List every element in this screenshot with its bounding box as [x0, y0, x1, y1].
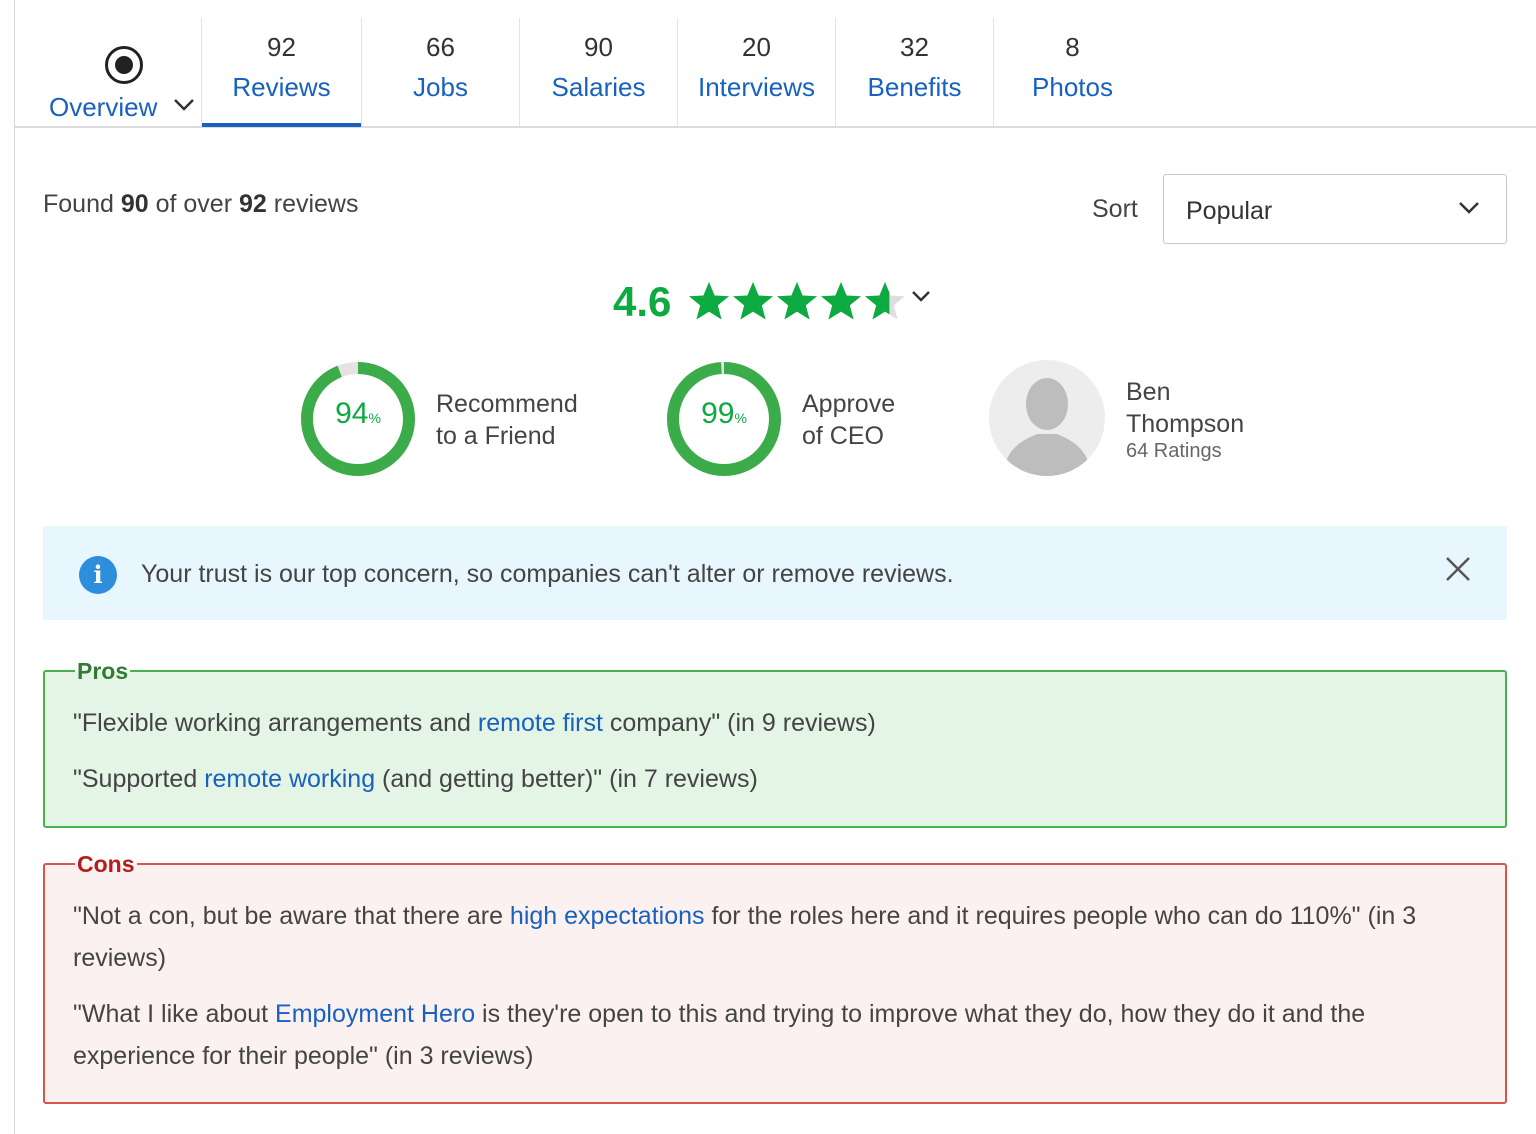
- ceo-ratings-count: 64 Ratings: [1126, 440, 1222, 462]
- ceo-last-name: Thompson: [1126, 410, 1245, 438]
- pros-item: "Flexible working arrangements and remot…: [73, 702, 1465, 744]
- keyword-link[interactable]: remote working: [204, 765, 376, 793]
- tab-salaries[interactable]: 90 Salaries: [519, 18, 677, 126]
- star-rating: [687, 278, 907, 324]
- quote-text: (and getting better)" (in 7 reviews): [375, 765, 758, 793]
- ceo-approval-donut: 99%: [665, 360, 783, 478]
- tab-overview-label: Overview: [49, 92, 158, 122]
- company-tab-bar: Overview 92 Reviews 66 Jobs 90 Salaries …: [15, 0, 1536, 128]
- star-icon: [865, 282, 905, 320]
- total-count: 92: [238, 190, 267, 218]
- tab-label: Photos: [1032, 72, 1113, 102]
- info-icon: i: [79, 556, 117, 594]
- keyword-link[interactable]: high expectations: [509, 902, 705, 930]
- rating-expand-chevron-icon[interactable]: [911, 290, 931, 304]
- ceo-first-name: Ben: [1126, 378, 1171, 406]
- overview-target-icon: [105, 46, 143, 84]
- tab-count: 66: [426, 32, 455, 62]
- quote-text: reviews): [73, 944, 167, 972]
- quote-text: "Supported: [73, 765, 205, 793]
- trust-notice-text: Your trust is our top concern, so compan…: [141, 560, 954, 588]
- stat-line: to a Friend: [436, 422, 556, 450]
- donut-chart: [667, 362, 781, 476]
- recommend-donut: 94%: [299, 360, 417, 478]
- quote-text: is they're open to this and trying to im…: [475, 1000, 1366, 1028]
- pros-item: "Supported remote working (and getting b…: [73, 758, 1465, 800]
- percent-unit: %: [734, 410, 747, 426]
- review-count-summary: Found 90 of over 92 reviews: [43, 190, 358, 219]
- summary-middle: of over: [148, 190, 239, 218]
- cons-item: "What I like about Employment Hero is th…: [73, 993, 1465, 1077]
- found-count: 90: [120, 190, 149, 218]
- tab-label: Reviews: [232, 72, 331, 102]
- ceo-name[interactable]: Ben Thompson: [1126, 376, 1244, 440]
- star-icon: [821, 282, 861, 320]
- tab-label: Salaries: [551, 72, 646, 102]
- percent-unit: %: [368, 410, 381, 426]
- sort-value: Popular: [1186, 197, 1273, 225]
- pros-title: Pros: [75, 658, 131, 685]
- recommend-label: Recommend to a Friend: [436, 388, 578, 452]
- tab-count: 8: [1065, 32, 1080, 62]
- overall-rating: 4.6: [613, 278, 672, 325]
- person-silhouette-icon: [1003, 378, 1091, 476]
- chevron-down-icon: [174, 99, 194, 111]
- tab-label: Interviews: [697, 72, 816, 102]
- tab-count: 92: [267, 32, 296, 62]
- ceo-avatar[interactable]: [989, 360, 1105, 476]
- quote-text: "Flexible working arrangements and: [73, 709, 478, 737]
- close-icon[interactable]: [1443, 554, 1473, 584]
- tab-jobs[interactable]: 66 Jobs: [361, 18, 519, 126]
- summary-prefix: Found: [43, 190, 121, 218]
- pros-section: Pros "Flexible working arrangements and …: [43, 658, 1507, 828]
- cons-item: "Not a con, but be aware that there are …: [73, 895, 1465, 979]
- stat-line: of CEO: [802, 422, 884, 450]
- trust-notice: i Your trust is our top concern, so comp…: [43, 526, 1507, 620]
- ceo-approval-label: Approve of CEO: [802, 388, 895, 452]
- percent-value: 99%: [665, 397, 783, 431]
- cons-section: Cons "Not a con, but be aware that there…: [43, 851, 1507, 1104]
- tab-count: 20: [742, 32, 771, 62]
- sort-dropdown[interactable]: Popular: [1163, 174, 1507, 244]
- reviews-panel: Overview 92 Reviews 66 Jobs 90 Salaries …: [14, 0, 1536, 1134]
- percent-number: 94: [335, 397, 369, 430]
- quote-text: "Not a con, but be aware that there are: [73, 902, 510, 930]
- star-icon: [777, 282, 817, 320]
- tab-count: 32: [900, 32, 929, 62]
- sort-label: Sort: [1092, 195, 1138, 223]
- cons-title: Cons: [75, 851, 137, 878]
- tab-interviews[interactable]: 20 Interviews: [677, 18, 835, 126]
- tab-label: Benefits: [867, 72, 962, 102]
- star-icon: [689, 282, 729, 320]
- percent-number: 99: [701, 397, 735, 430]
- tab-count: 90: [584, 32, 613, 62]
- stat-line: Approve: [802, 390, 896, 418]
- tab-overview[interactable]: Overview: [15, 18, 201, 126]
- quote-text: experience for their people" (in 3 revie…: [73, 1042, 534, 1070]
- quote-text: company" (in 9 reviews): [602, 709, 876, 737]
- tab-label: Jobs: [413, 72, 468, 102]
- keyword-link[interactable]: remote first: [477, 709, 603, 737]
- star-icon: [733, 282, 773, 320]
- summary-suffix: reviews: [266, 190, 359, 218]
- quote-text: for the roles here and it requires peopl…: [704, 902, 1417, 930]
- percent-value: 94%: [299, 397, 417, 431]
- tab-benefits[interactable]: 32 Benefits: [835, 18, 993, 126]
- donut-arc: [301, 362, 415, 476]
- tab-photos[interactable]: 8 Photos: [993, 18, 1151, 126]
- stat-line: Recommend: [436, 390, 578, 418]
- keyword-link[interactable]: Employment Hero: [275, 1000, 476, 1028]
- chevron-down-icon: [1459, 202, 1479, 214]
- quote-text: "What I like about: [73, 1000, 276, 1028]
- tab-reviews[interactable]: 92 Reviews: [201, 18, 361, 127]
- donut-arc: [667, 362, 781, 476]
- donut-chart: [301, 362, 415, 476]
